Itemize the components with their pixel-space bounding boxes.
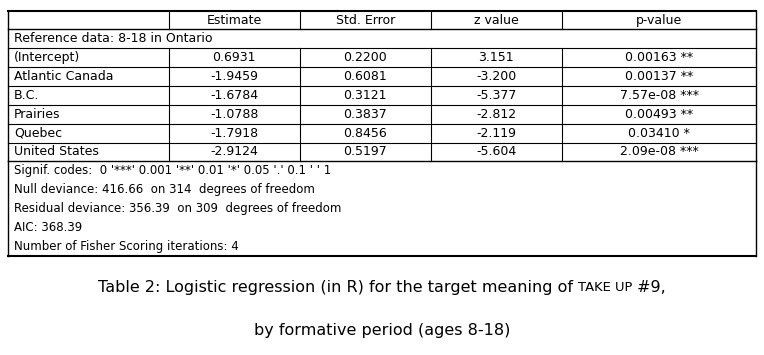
Text: by formative period (ages 8-18): by formative period (ages 8-18) bbox=[254, 323, 510, 338]
Text: United States: United States bbox=[14, 146, 99, 158]
Text: -2.119: -2.119 bbox=[476, 127, 516, 140]
Text: TAKE UP: TAKE UP bbox=[578, 281, 633, 294]
Text: #9,: #9, bbox=[633, 280, 666, 295]
Text: (Intercept): (Intercept) bbox=[14, 51, 80, 64]
Text: -1.9459: -1.9459 bbox=[210, 70, 258, 83]
Text: -2.9124: -2.9124 bbox=[210, 146, 258, 158]
Text: 3.151: 3.151 bbox=[478, 51, 514, 64]
Text: Number of Fisher Scoring iterations: 4: Number of Fisher Scoring iterations: 4 bbox=[14, 240, 238, 253]
Text: Residual deviance: 356.39  on 309  degrees of freedom: Residual deviance: 356.39 on 309 degrees… bbox=[14, 202, 342, 215]
Text: Quebec: Quebec bbox=[14, 127, 62, 140]
Text: 0.6081: 0.6081 bbox=[343, 70, 387, 83]
Text: B.C.: B.C. bbox=[14, 89, 39, 102]
Text: -2.812: -2.812 bbox=[476, 108, 516, 121]
Text: -1.7918: -1.7918 bbox=[210, 127, 258, 140]
Text: AIC: 368.39: AIC: 368.39 bbox=[14, 221, 82, 234]
Text: Reference data: 8-18 in Ontario: Reference data: 8-18 in Ontario bbox=[14, 32, 212, 45]
Text: 0.00493 **: 0.00493 ** bbox=[625, 108, 693, 121]
Text: -5.377: -5.377 bbox=[476, 89, 516, 102]
Text: z value: z value bbox=[474, 13, 519, 27]
Text: 0.3837: 0.3837 bbox=[343, 108, 387, 121]
Text: Signif. codes:  0 '***' 0.001 '**' 0.01 '*' 0.05 '.' 0.1 ' ' 1: Signif. codes: 0 '***' 0.001 '**' 0.01 '… bbox=[14, 164, 331, 177]
Text: 0.3121: 0.3121 bbox=[343, 89, 387, 102]
Text: Estimate: Estimate bbox=[206, 13, 262, 27]
Text: 0.00137 **: 0.00137 ** bbox=[625, 70, 693, 83]
Text: Table 2: Logistic regression (in R) for the target meaning of TAKE UP #9,: Table 2: Logistic regression (in R) for … bbox=[0, 354, 1, 355]
Text: 0.03410 *: 0.03410 * bbox=[628, 127, 690, 140]
Text: -5.604: -5.604 bbox=[476, 146, 516, 158]
Text: Prairies: Prairies bbox=[14, 108, 60, 121]
Text: 0.6931: 0.6931 bbox=[212, 51, 256, 64]
Text: Null deviance: 416.66  on 314  degrees of freedom: Null deviance: 416.66 on 314 degrees of … bbox=[14, 183, 315, 196]
Text: -3.200: -3.200 bbox=[476, 70, 516, 83]
Text: 0.8456: 0.8456 bbox=[343, 127, 387, 140]
Text: -1.0788: -1.0788 bbox=[210, 108, 258, 121]
Text: TAKE UP: TAKE UP bbox=[0, 354, 1, 355]
Text: Std. Error: Std. Error bbox=[335, 13, 395, 27]
Text: 0.5197: 0.5197 bbox=[343, 146, 387, 158]
Text: #9,: #9, bbox=[0, 354, 1, 355]
Text: Table 2: Logistic regression (in R) for the target meaning of: Table 2: Logistic regression (in R) for … bbox=[0, 354, 1, 355]
Text: 7.57e-08 ***: 7.57e-08 *** bbox=[620, 89, 698, 102]
Text: -1.6784: -1.6784 bbox=[210, 89, 258, 102]
Text: Table 2: Logistic regression (in R) for the target meaning of: Table 2: Logistic regression (in R) for … bbox=[98, 280, 578, 295]
Text: Atlantic Canada: Atlantic Canada bbox=[14, 70, 113, 83]
Text: 0.00163 **: 0.00163 ** bbox=[625, 51, 693, 64]
Text: 0.2200: 0.2200 bbox=[343, 51, 387, 64]
Text: p-value: p-value bbox=[636, 13, 682, 27]
Text: 2.09e-08 ***: 2.09e-08 *** bbox=[620, 146, 698, 158]
